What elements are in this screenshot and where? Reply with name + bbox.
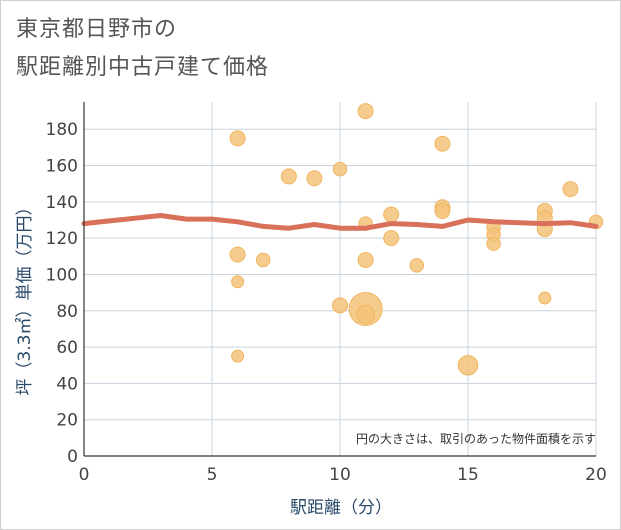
y-tick-label: 180 — [46, 120, 78, 140]
bubble-point — [486, 236, 501, 251]
bubble-point — [280, 168, 297, 185]
x-tick-label: 5 — [207, 465, 218, 485]
size-note: 円の大きさは、取引のあった物件面積を示す — [356, 431, 596, 446]
bubble-point — [562, 181, 579, 198]
bubble-point — [538, 291, 552, 305]
y-tick-label: 0 — [67, 447, 78, 467]
bubble-point — [229, 130, 246, 147]
bubble-point — [357, 103, 374, 120]
bubble-point — [457, 354, 479, 376]
bubble-point — [332, 297, 348, 314]
chart-title-line1: 東京都日野市の — [16, 17, 178, 42]
bubble-point — [357, 251, 374, 268]
y-tick-label: 140 — [46, 193, 78, 213]
bubble-point — [231, 275, 245, 289]
bubble-point — [332, 161, 348, 177]
grid-lines — [84, 102, 597, 456]
bubble-series — [229, 103, 604, 376]
bubble-point — [383, 230, 400, 247]
y-tick-label: 80 — [56, 302, 78, 322]
y-tick-label: 120 — [46, 229, 78, 249]
y-tick-label: 40 — [56, 374, 78, 394]
bubble-point — [229, 246, 246, 263]
y-tick-label: 20 — [56, 411, 78, 431]
bubble-point — [356, 304, 376, 324]
x-axis-label: 駅距離（分） — [290, 498, 392, 518]
bubble-point — [434, 135, 451, 152]
y-tick-label: 100 — [46, 265, 78, 285]
y-axis-label: 坪（3.3㎡）単価（万円） — [15, 198, 35, 395]
trend-line-series — [81, 213, 599, 231]
bubble-point — [383, 206, 400, 223]
bubble-point — [409, 258, 425, 273]
y-tick-label: 60 — [56, 338, 78, 358]
x-tick-label: 10 — [329, 465, 351, 485]
trend-line — [81, 213, 599, 231]
bubble-point — [306, 170, 323, 187]
x-tick-label: 15 — [457, 465, 479, 485]
chart-title-line2: 駅距離別中古戸建て価格 — [16, 55, 270, 80]
tick-labels: 0 20 40 60 80 100 120 140 160 180 0 5 10 15 20 — [46, 120, 607, 485]
axes — [83, 102, 596, 457]
x-tick-label: 20 — [585, 465, 607, 485]
bubble-point — [231, 349, 245, 363]
y-tick-label: 160 — [46, 157, 78, 177]
bubble-point — [434, 202, 451, 219]
bubble-point — [255, 252, 271, 268]
x-tick-label: 0 — [79, 465, 90, 485]
